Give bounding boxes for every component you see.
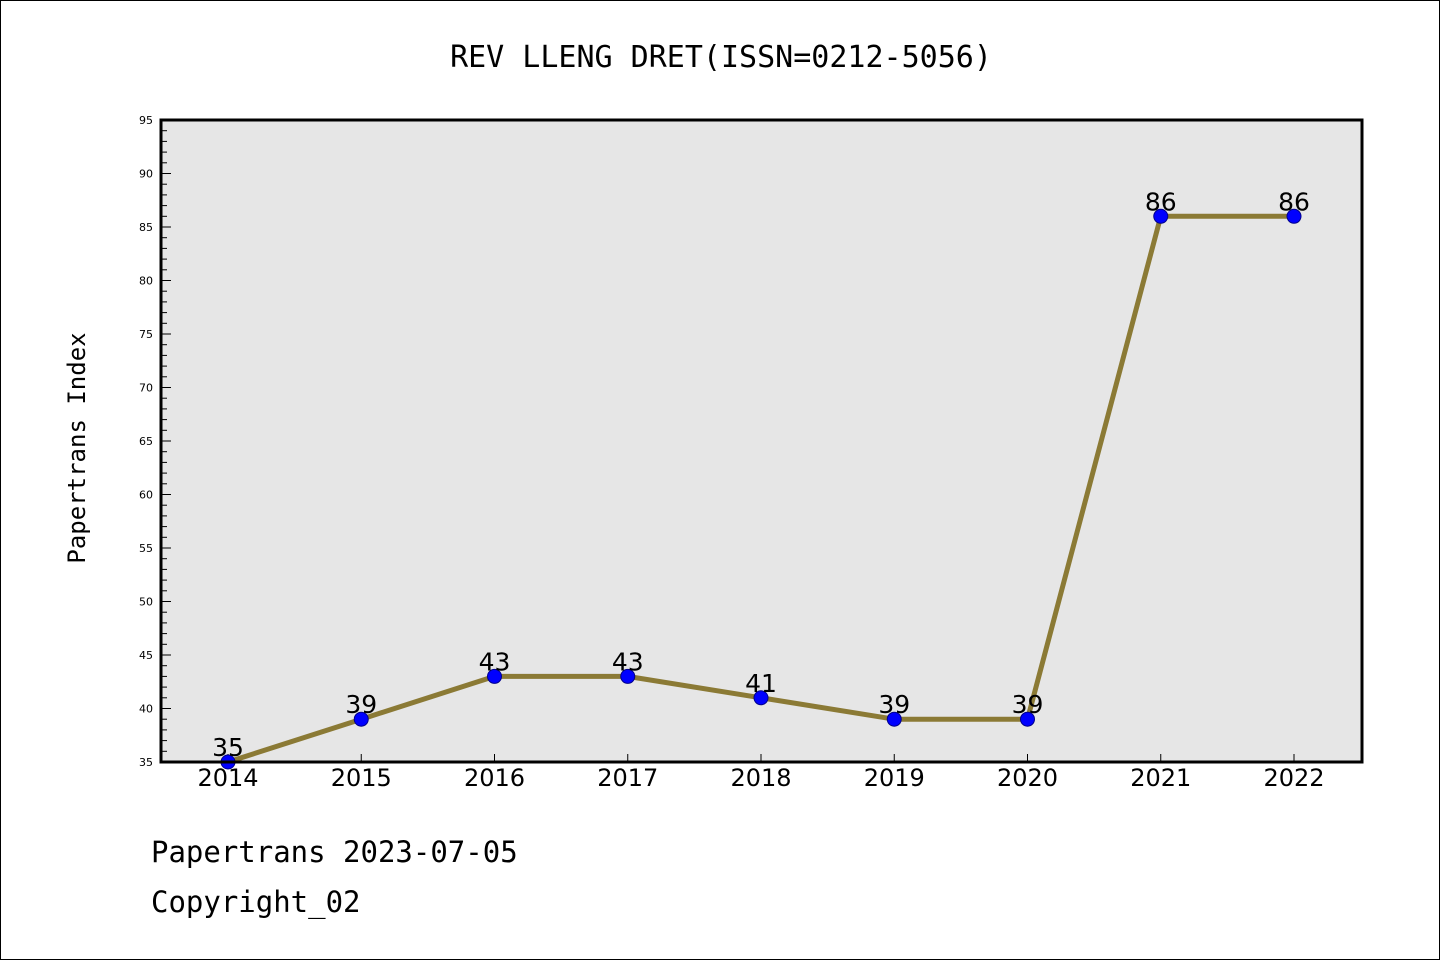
y-tick-label: 95: [139, 114, 153, 127]
x-tick-label: 2019: [864, 764, 925, 792]
x-tick-label: 2016: [464, 764, 525, 792]
y-tick-label: 65: [139, 435, 153, 448]
series-line: 35 39 43 43 41 39 39 86 86: [212, 187, 1310, 770]
footer-date: Papertrans 2023-07-05: [151, 835, 518, 869]
y-tick-label: 90: [139, 168, 153, 181]
x-tick-label: 2017: [597, 764, 658, 792]
x-tick-label: 2020: [997, 764, 1058, 792]
y-tick-label: 35: [139, 756, 153, 769]
data-label: 39: [1012, 690, 1044, 719]
x-tick-label: 2022: [1263, 764, 1324, 792]
plot-area: [161, 120, 1362, 762]
y-tick-label: 75: [139, 328, 153, 341]
y-tick-label: 45: [139, 649, 153, 662]
x-tick-label: 2018: [730, 764, 791, 792]
y-axis: 35 40 45 50 55 60 65 70 75 80 85 90 95: [139, 114, 171, 769]
y-tick-label: 55: [139, 542, 153, 555]
y-tick-label: 80: [139, 275, 153, 288]
y-tick-label: 50: [139, 596, 153, 609]
data-label: 86: [1145, 187, 1177, 216]
x-axis: 2014 2015 2016 2017 2018 2019 2020 2021 2022: [197, 754, 1325, 792]
data-label: 39: [878, 690, 910, 719]
data-point: [1153, 208, 1169, 224]
footer-copyright: Copyright_02: [151, 885, 361, 919]
chart-title: REV LLENG DRET(ISSN=0212-5056): [450, 40, 992, 75]
y-tick-label: 60: [139, 489, 153, 502]
y-tick-label: 70: [139, 382, 153, 395]
data-label: 86: [1278, 187, 1310, 216]
x-tick-label: 2015: [331, 764, 392, 792]
data-point: [1020, 711, 1035, 727]
data-point: [487, 668, 502, 684]
plot-border: [159, 118, 1364, 764]
data-label: 43: [479, 647, 511, 676]
data-label: 35: [212, 733, 244, 762]
data-point: [753, 690, 769, 706]
y-tick-label: 40: [139, 703, 153, 716]
y-axis-label: Papertrans Index: [63, 332, 91, 563]
data-label: 41: [745, 669, 777, 698]
data-point: [886, 711, 902, 727]
data-label: 39: [345, 690, 377, 719]
data-point: [1286, 208, 1302, 224]
y-tick-label: 85: [139, 221, 153, 234]
data-label: 43: [612, 647, 644, 676]
data-point: [353, 711, 369, 727]
x-tick-label: 2021: [1130, 764, 1191, 792]
data-point: [620, 668, 636, 684]
